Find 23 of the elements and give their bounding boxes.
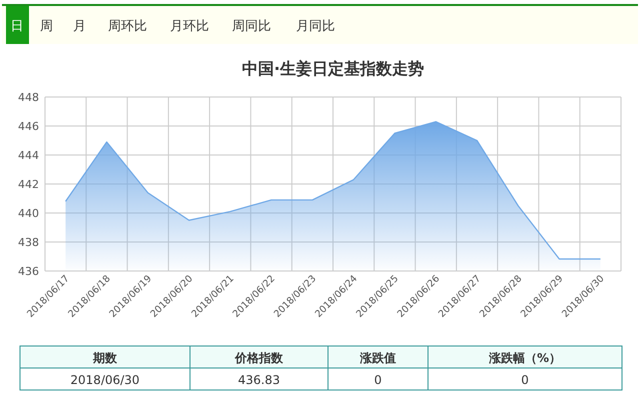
y-tick-label: 440: [18, 207, 39, 220]
chart-title: 中国·生姜日定基指数走势: [242, 59, 424, 78]
text: 日: [10, 19, 24, 34]
text: 436.83: [238, 373, 280, 387]
text: 2018/06/30: [70, 373, 140, 387]
y-tick-label: 436: [18, 265, 39, 278]
text: 月同比: [296, 19, 335, 34]
text: 期数: [92, 351, 118, 365]
y-tick-label: 442: [18, 178, 39, 191]
y-tick-label: 448: [18, 91, 39, 104]
text: 周同比: [232, 19, 271, 34]
text: 周: [40, 19, 53, 34]
text: 涨跌值: [359, 351, 396, 365]
text: 月: [73, 19, 86, 34]
text: 0: [374, 373, 382, 387]
text: 0: [521, 373, 529, 387]
text: 价格指数: [234, 351, 284, 365]
text: 涨跌幅（%）: [488, 351, 562, 365]
text: 月环比: [170, 19, 209, 34]
y-tick-label: 446: [18, 120, 39, 133]
y-tick-label: 444: [18, 149, 39, 162]
text: 周环比: [108, 19, 147, 34]
y-tick-label: 438: [18, 236, 39, 249]
